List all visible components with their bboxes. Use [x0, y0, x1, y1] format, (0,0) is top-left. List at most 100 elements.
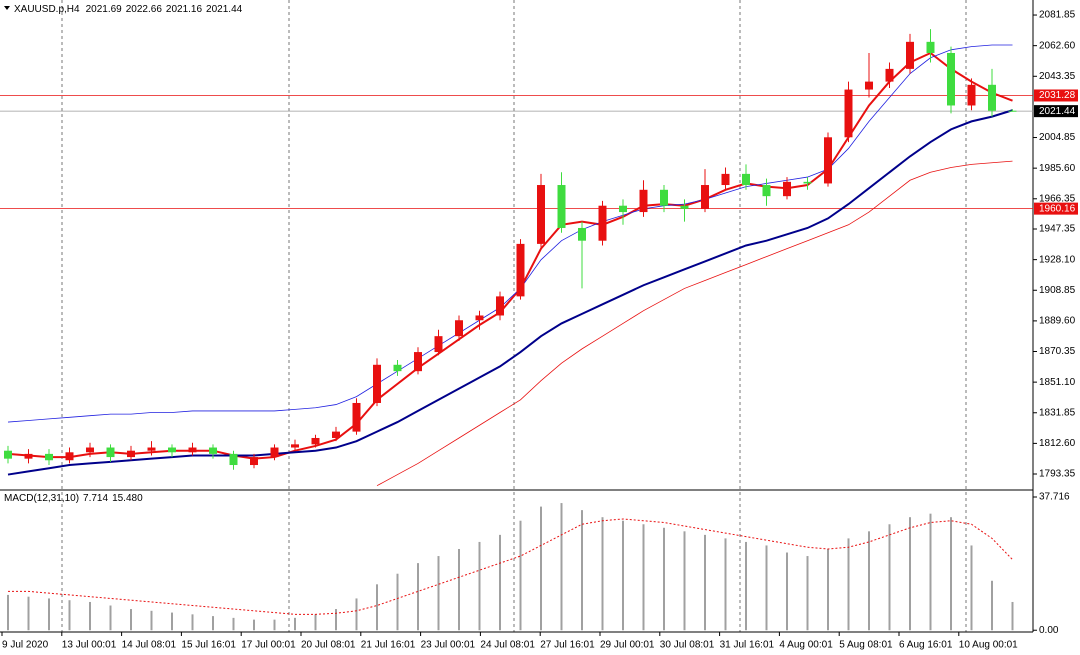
macd-bar: [929, 513, 932, 631]
x-tick-label: 24 Jul 08:01: [480, 640, 535, 651]
macd-bar: [806, 556, 809, 631]
candle-body: [598, 205, 607, 241]
x-tick-label: 29 Jul 00:01: [600, 640, 655, 651]
y-tick-label: 1793.35: [1039, 469, 1076, 480]
macd-bar: [540, 506, 542, 631]
open: 2021.69: [86, 4, 123, 15]
candle-body: [824, 137, 832, 184]
candle-body: [557, 185, 566, 228]
x-tick-label: 20 Jul 08:01: [301, 640, 356, 651]
macd-bar: [478, 541, 481, 631]
level-label: 1960.16: [1039, 203, 1076, 214]
menu-arrow[interactable]: [4, 6, 10, 10]
candle-body: [701, 185, 709, 209]
macd-bar: [847, 538, 850, 631]
candle-body: [250, 457, 258, 466]
y-tick-label: 1831.85: [1039, 407, 1076, 418]
macd-bar: [376, 584, 378, 631]
x-tick-label: 9 Jul 2020: [2, 640, 49, 651]
x-tick-label: 6 Aug 16:01: [899, 640, 953, 651]
y-tick-label: 1985.60: [1039, 163, 1076, 174]
macd-bar: [150, 610, 153, 631]
macd-bar: [273, 619, 276, 631]
indicator-line: [7, 44, 1013, 423]
x-tick-label: 30 Jul 08:01: [660, 640, 715, 651]
macd-bar: [68, 600, 71, 631]
candle-body: [291, 444, 299, 448]
macd-tick-label: 37.716: [1039, 492, 1070, 503]
macd-bar: [827, 548, 829, 631]
macd-bar: [622, 520, 624, 631]
candle-body: [619, 205, 627, 213]
indicator-line: [7, 51, 1013, 460]
candle-body: [65, 452, 74, 461]
macd-bar: [232, 617, 235, 631]
candle-body: [209, 447, 217, 454]
macd-bar: [970, 545, 973, 631]
candle-body: [147, 447, 156, 451]
candle-body: [516, 243, 525, 297]
macd-bar: [950, 517, 952, 631]
x-tick-label: 31 Jul 16:01: [720, 640, 775, 651]
macd-bar: [663, 527, 665, 631]
x-tick-label: 13 Jul 00:01: [62, 640, 117, 651]
candle-body: [762, 185, 771, 197]
indicator-line: [7, 109, 1013, 476]
candle-body: [537, 185, 545, 244]
candle-body: [967, 84, 976, 106]
macd-bar: [888, 524, 891, 631]
candle-body: [188, 447, 197, 453]
y-tick-label: 1908.85: [1039, 285, 1076, 296]
macd-bar: [191, 614, 194, 631]
macd-bar: [417, 563, 419, 631]
high: 2022.66: [126, 4, 163, 15]
macd-bar: [991, 580, 993, 631]
macd-bar: [212, 616, 214, 631]
macd-bar: [642, 524, 645, 631]
candle-body: [127, 450, 135, 458]
macd-bar: [314, 614, 317, 631]
y-tick-label: 2043.35: [1039, 71, 1076, 82]
level-label-box: [1034, 105, 1078, 118]
macd-bar: [765, 545, 768, 631]
candle-body: [988, 84, 996, 111]
candle-body: [803, 181, 812, 184]
macd-bar: [294, 617, 296, 631]
candle-body: [86, 447, 94, 453]
macd-bar: [130, 609, 132, 631]
macd-bar: [1011, 601, 1014, 631]
candle-body: [680, 205, 689, 209]
y-tick-label: 1889.60: [1039, 316, 1076, 327]
candle-body: [455, 320, 463, 337]
macd-bar: [89, 601, 91, 631]
candle-body: [783, 181, 791, 197]
macd-value: 7.714: [83, 493, 108, 504]
macd-bar: [458, 548, 460, 631]
level-label: 2031.28: [1039, 90, 1076, 101]
candle-body: [229, 453, 238, 466]
x-tick-label: 27 Jul 16:01: [540, 640, 595, 651]
candle-body: [168, 447, 176, 453]
macd-bar: [868, 531, 870, 631]
macd-bar: [745, 541, 747, 631]
candle-body: [4, 450, 12, 459]
candle-body: [1008, 110, 1017, 112]
macd-bar: [27, 596, 30, 631]
candle-body: [311, 437, 320, 445]
macd-bar: [601, 517, 604, 631]
candle-body: [742, 173, 750, 186]
indicator-line: [376, 160, 1013, 487]
candle-body: [947, 52, 955, 106]
candle-body: [475, 315, 484, 321]
macd-bar: [519, 520, 522, 631]
macd-bar: [704, 534, 706, 631]
candle-body: [434, 336, 443, 353]
macd-label: MACD(12,31,10): [4, 493, 79, 504]
signal-value: 15.480: [112, 493, 143, 504]
x-tick-label: 14 Jul 08:01: [122, 640, 177, 651]
macd-bar: [786, 552, 788, 631]
candle-body: [660, 189, 668, 206]
macd-signal: [8, 518, 1013, 615]
candle-body: [270, 447, 279, 458]
macd-bar: [355, 598, 358, 631]
